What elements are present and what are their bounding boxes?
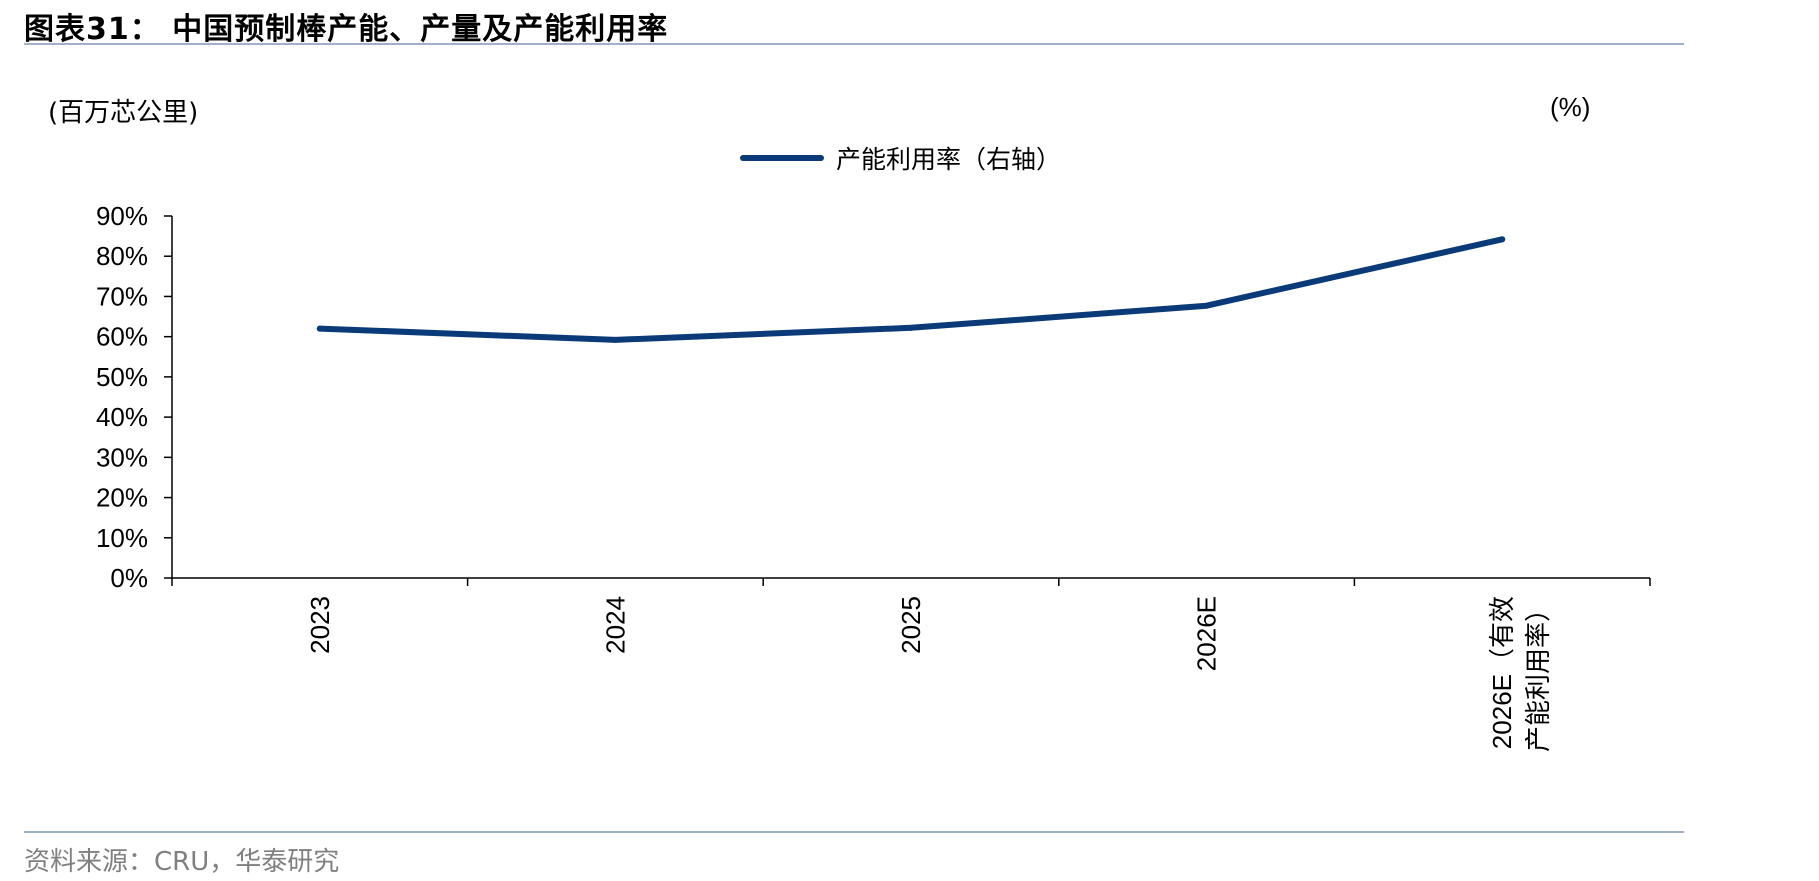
legend-swatch-line <box>740 155 824 161</box>
right-axis-unit: (%) <box>1550 92 1591 122</box>
x-tick-label: 2025 <box>896 596 926 654</box>
data-point <box>612 336 619 343</box>
y-axis: 0% 10% 20% 30% 40% 50% 60% 70% 80% 90% <box>96 201 173 593</box>
x-tick-label-line: 2026E <box>1192 596 1222 671</box>
source-note: 资料来源：CRU，华泰研究 <box>24 847 340 877</box>
x-tick-label-line: 2024 <box>600 596 630 654</box>
y-tick-label: 40% <box>96 402 148 432</box>
x-axis: 2023 2024 2025 2026E 2026E（有效 产能利用率） <box>171 577 1651 752</box>
chart-legend: 产能利用率（右轴） <box>740 140 1061 176</box>
y-tick-label: 30% <box>96 442 148 472</box>
y-tick-label: 0% <box>110 563 148 593</box>
data-point <box>908 324 914 331</box>
legend-label: 产能利用率（右轴） <box>836 145 1062 174</box>
y-tick-label: 80% <box>96 241 148 271</box>
data-point <box>1203 302 1210 309</box>
title-divider <box>24 43 1684 45</box>
figure-title: 图表31： 中国预制棒产能、产量及产能利用率 <box>24 12 669 47</box>
y-tick-label: 90% <box>96 201 148 231</box>
x-tick-label: 2026E（有效 产能利用率） <box>1487 596 1553 752</box>
x-tick-label: 2026E <box>1192 596 1222 671</box>
series-line-utilization <box>316 236 1506 343</box>
x-tick-label-line: 产能利用率） <box>1523 596 1553 752</box>
y-tick-label: 60% <box>96 322 148 352</box>
x-tick-label-line: 2026E（有效 <box>1487 596 1517 749</box>
y-tick-label: 50% <box>96 362 148 392</box>
source-divider <box>24 831 1684 833</box>
x-tick-label-line: 2025 <box>896 596 926 654</box>
y-tick-label: 20% <box>96 483 148 513</box>
x-tick-label: 2024 <box>600 596 630 654</box>
x-tick-label: 2023 <box>305 596 335 654</box>
series-layer <box>316 236 1506 343</box>
data-point <box>1499 236 1506 243</box>
x-tick-label-line: 2023 <box>305 596 335 654</box>
data-point <box>316 325 323 332</box>
y-tick-label: 10% <box>96 523 148 553</box>
left-axis-unit: (百万芯公里) <box>48 98 199 128</box>
y-tick-label: 70% <box>96 281 148 311</box>
